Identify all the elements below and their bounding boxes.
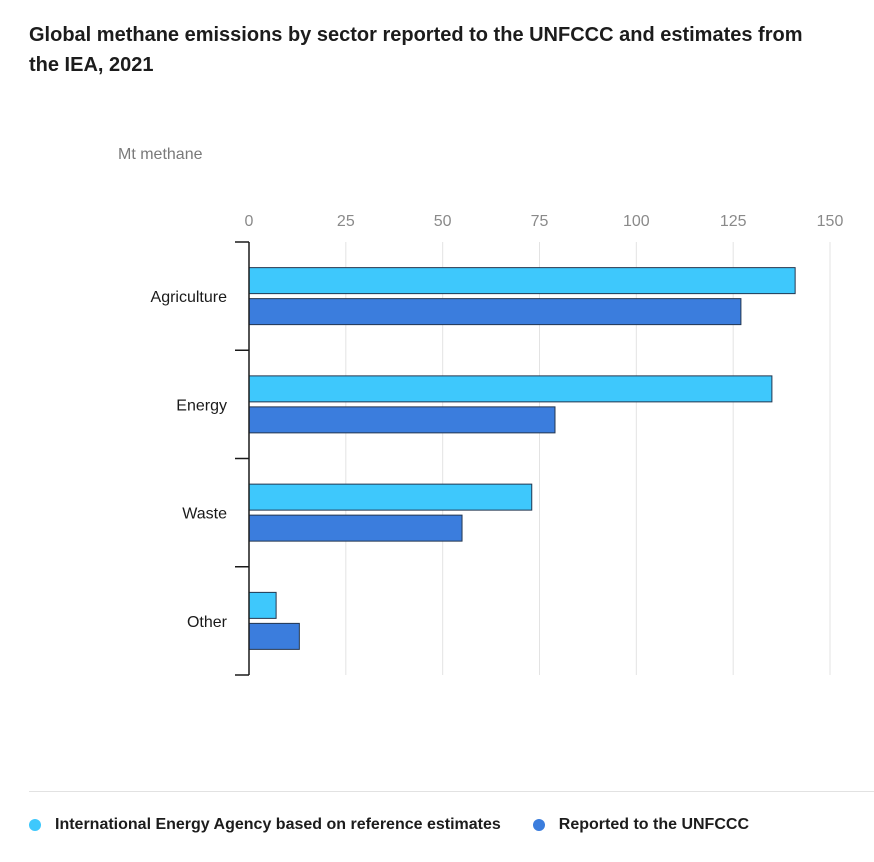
legend-dot-icon (29, 819, 41, 831)
bar-waste-series-2[interactable] (248, 514, 463, 542)
x-tick-label: 75 (531, 213, 549, 230)
legend: International Energy Agency based on ref… (29, 816, 781, 834)
x-tick-label: 50 (434, 213, 452, 230)
x-axis-ticks: 0 25 50 75 100 125 150 (245, 213, 844, 230)
category-label: Agriculture (151, 289, 228, 306)
category-label: Waste (182, 506, 227, 523)
legend-label: Reported to the UNFCCC (558, 816, 749, 833)
legend-label: International Energy Agency based on ref… (55, 816, 501, 833)
bar-energy-series-2[interactable] (248, 406, 556, 434)
legend-item-series-2[interactable]: Reported to the UNFCCC (532, 816, 749, 834)
bar-agriculture-series-2[interactable] (248, 298, 742, 326)
x-tick-label: 0 (245, 213, 254, 230)
bars (248, 267, 796, 650)
chart-title: Global methane emissions by sector repor… (29, 24, 803, 76)
x-tick-label: 100 (623, 213, 650, 230)
x-tick-label: 25 (337, 213, 355, 230)
category-labels: Agriculture Energy Waste Other (151, 289, 228, 631)
x-tick-label: 125 (720, 213, 747, 230)
bar-other-series-2[interactable] (248, 622, 300, 650)
bar-chart: 0 25 50 75 100 125 150 Agriculture Energy Waste O… (151, 213, 844, 676)
legend-divider (29, 791, 874, 792)
bar-waste-series-1[interactable] (248, 483, 533, 511)
bar-agriculture-series-1[interactable] (248, 267, 796, 295)
bar-other-series-1[interactable] (248, 591, 277, 619)
unit-label: Mt methane (118, 146, 203, 163)
category-label: Other (187, 614, 228, 631)
y-axis (235, 241, 250, 676)
x-tick-label: 150 (817, 213, 844, 230)
bar-energy-series-1[interactable] (248, 375, 773, 403)
legend-dot-icon (532, 819, 545, 831)
legend-item-series-1[interactable]: International Energy Agency based on ref… (29, 816, 501, 834)
category-label: Energy (176, 397, 227, 414)
